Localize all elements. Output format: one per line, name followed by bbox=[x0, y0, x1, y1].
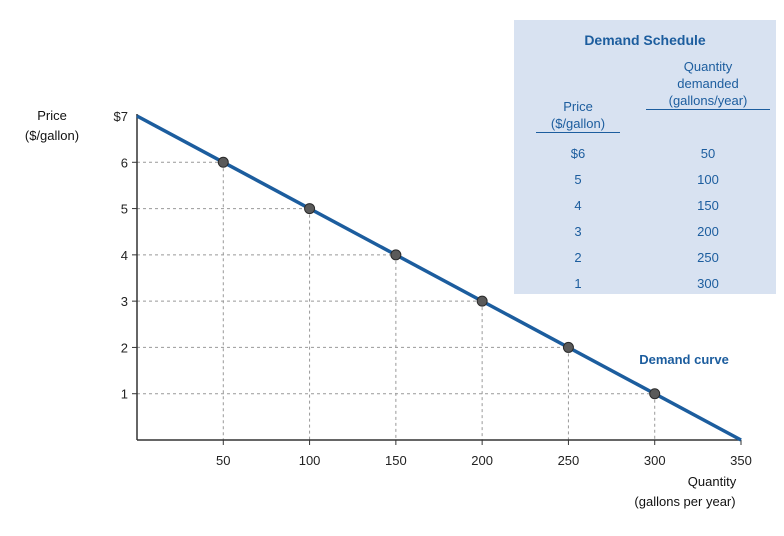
price-cell: $6 bbox=[570, 145, 586, 161]
y-axis-title-line-2: ($/gallon) bbox=[25, 128, 79, 143]
x-tick-label: 100 bbox=[299, 453, 321, 468]
demand-curve-label: Demand curve bbox=[639, 352, 729, 367]
table-row: 3 200 bbox=[514, 218, 776, 244]
y-tick-label: 6 bbox=[121, 155, 128, 170]
price-header-line-1: Price bbox=[563, 99, 593, 114]
qty-header-line-3: (gallons/year) bbox=[668, 93, 748, 108]
demand-point bbox=[562, 341, 574, 353]
x-tick-label: 150 bbox=[385, 453, 407, 468]
x-tick-label: 300 bbox=[644, 453, 666, 468]
quantity-cell: 300 bbox=[697, 275, 719, 291]
demand-point bbox=[304, 203, 316, 215]
axis-titles: Price ($/gallon) Quantity (gallons per y… bbox=[25, 108, 737, 509]
axes bbox=[132, 114, 742, 445]
x-tick-label: 50 bbox=[216, 453, 230, 468]
price-cell: 4 bbox=[574, 197, 582, 213]
x-axis-title-line-2: (gallons per year) bbox=[634, 494, 735, 509]
quantity-cell: 150 bbox=[697, 197, 719, 213]
guide-lines bbox=[137, 161, 656, 440]
quantity-cell: 250 bbox=[697, 249, 719, 265]
demand-point bbox=[476, 295, 488, 307]
price-cell: 2 bbox=[574, 249, 582, 265]
table-row: 5 100 bbox=[514, 166, 776, 192]
demand-points bbox=[217, 156, 661, 400]
demand-schedule-table: Demand Schedule Price ($/gallon) Quantit… bbox=[514, 20, 776, 294]
price-cell: 1 bbox=[574, 275, 582, 291]
price-column-header: Price ($/gallon) bbox=[536, 98, 620, 133]
x-axis-title-line-1: Quantity bbox=[688, 474, 737, 489]
demand-curve-line bbox=[136, 114, 742, 442]
y-tick-label: 2 bbox=[121, 340, 128, 355]
x-tick-label: 250 bbox=[558, 453, 580, 468]
y-tick-label: 5 bbox=[121, 202, 128, 217]
table-row: 1 300 bbox=[514, 270, 776, 296]
price-cell: 3 bbox=[574, 223, 582, 239]
y-tick-label: 1 bbox=[121, 387, 128, 402]
x-tick-label: 350 bbox=[730, 453, 752, 468]
table-row: 2 250 bbox=[514, 244, 776, 270]
quantity-column-header: Quantity demanded (gallons/year) bbox=[646, 58, 770, 110]
quantity-cell: 200 bbox=[697, 223, 719, 239]
y-tick-label: 4 bbox=[121, 248, 128, 263]
table-title: Demand Schedule bbox=[584, 32, 706, 48]
x-tick-label: 200 bbox=[471, 453, 493, 468]
quantity-cell: 100 bbox=[697, 171, 719, 187]
table-rows: $6 50 5 100 4 150 3 200 2 250 1 300 bbox=[514, 140, 776, 296]
y-tick-label-top: $7 bbox=[114, 109, 128, 124]
demand-point bbox=[390, 249, 402, 261]
demand-point bbox=[217, 156, 229, 168]
price-cell: 5 bbox=[574, 171, 582, 187]
demand-point bbox=[649, 388, 661, 400]
table-row: 4 150 bbox=[514, 192, 776, 218]
qty-header-line-1: Quantity bbox=[683, 59, 733, 74]
quantity-cell: 50 bbox=[700, 145, 716, 161]
table-row: $6 50 bbox=[514, 140, 776, 166]
demand-curve-layer bbox=[136, 114, 742, 442]
qty-header-line-2: demanded bbox=[677, 76, 739, 91]
price-header-line-2: ($/gallon) bbox=[550, 116, 606, 131]
y-tick-label: 3 bbox=[121, 294, 128, 309]
y-axis-title-line-1: Price bbox=[37, 108, 67, 123]
